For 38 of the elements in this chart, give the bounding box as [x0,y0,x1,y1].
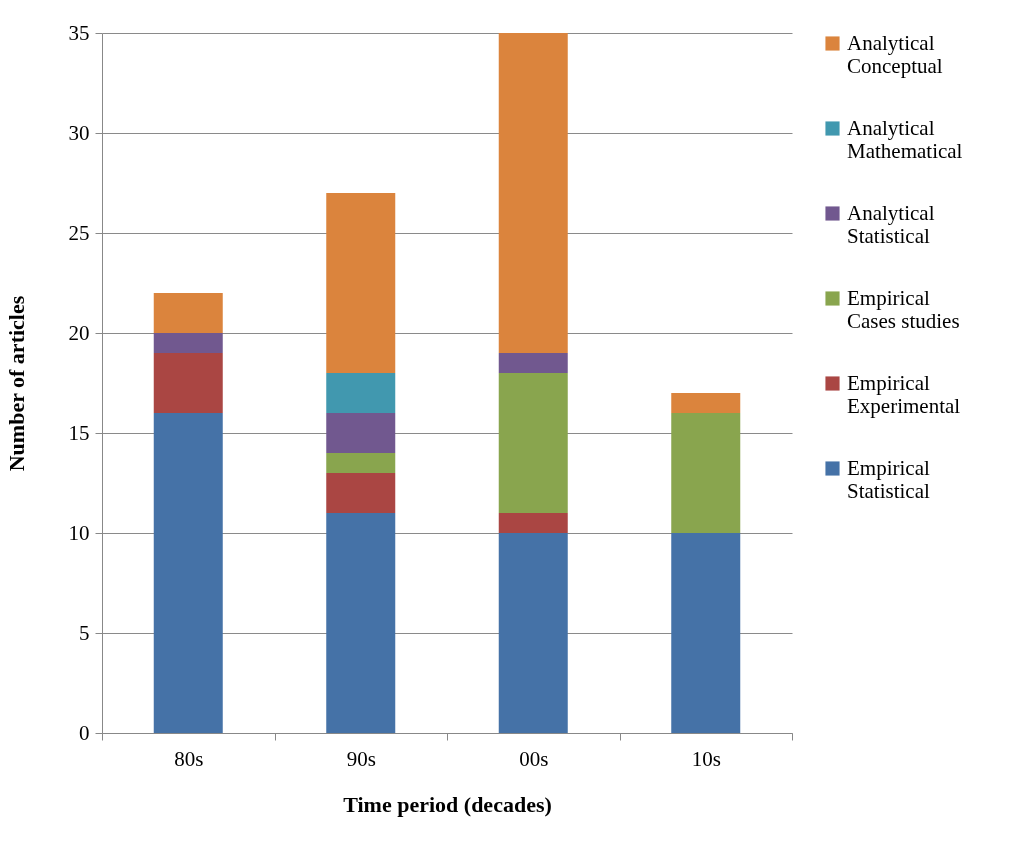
legend-label: Analytical Conceptual [847,30,943,78]
x-tick-label: 10s [691,746,721,771]
bar [498,373,568,513]
bar [498,513,568,533]
bar [153,353,223,413]
legend-label: Empirical Statistical [847,455,930,503]
legend-label: Analytical Mathematical [847,115,963,163]
legend-label: Analytical Statistical [847,200,935,248]
bar [153,413,223,733]
bar [326,413,396,453]
bar [671,413,741,533]
y-tick-label: 20 [68,320,90,345]
x-axis-title: Time period (decades) [343,791,552,817]
bar [153,333,223,353]
bar [498,533,568,733]
y-tick-label: 10 [68,520,90,545]
legend-label: Empirical Cases studies [847,285,960,333]
y-tick-label: 5 [79,620,90,645]
bar [498,33,568,353]
bar [498,353,568,373]
bar [326,193,396,373]
y-tick-label: 35 [68,20,90,45]
x-tick-label: 80s [174,746,204,771]
y-tick-label: 30 [68,120,90,145]
x-tick-label: 90s [346,746,376,771]
bar [326,473,396,513]
bar [671,393,741,413]
legend-label: Empirical Experimental [847,370,961,418]
bar [153,293,223,333]
bar [326,513,396,733]
bar [326,453,396,473]
y-tick-label: 25 [68,220,90,245]
y-axis-title: Number of articles [3,295,29,472]
bar [671,533,741,733]
y-tick-label: 15 [68,420,90,445]
x-tick-label: 00s [519,746,549,771]
bar [326,373,396,413]
y-tick-label: 0 [79,720,90,745]
